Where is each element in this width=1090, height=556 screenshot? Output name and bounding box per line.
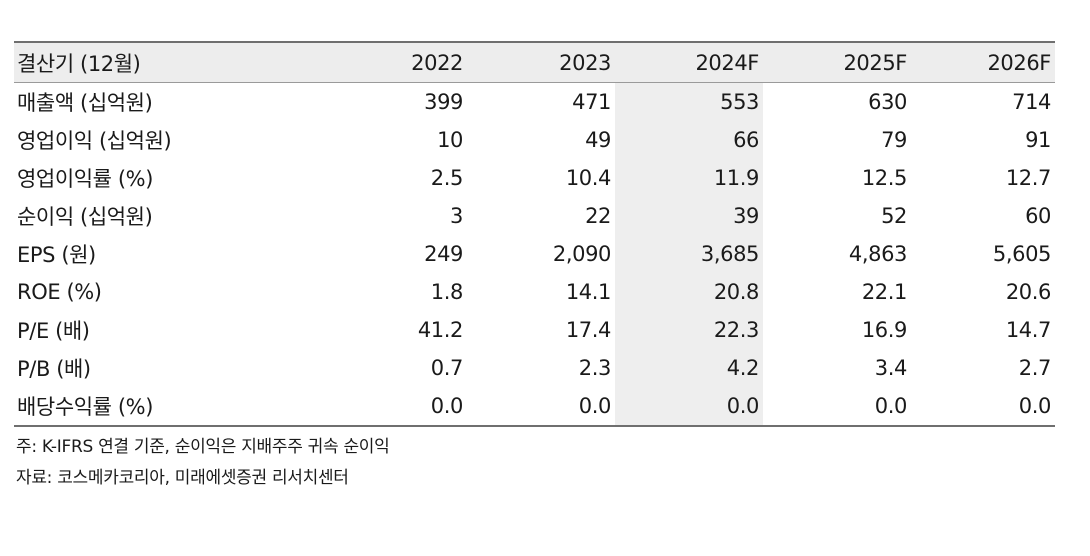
table-row: 순이익 (십억원) 3 22 39 52 60 bbox=[14, 197, 1055, 235]
table-cell: 0.7 bbox=[430, 356, 464, 380]
table-cell: 2.7 bbox=[1018, 356, 1052, 380]
table-cell: 0.0 bbox=[615, 387, 763, 426]
table-cell: 630 bbox=[868, 90, 907, 114]
table-row: 영업이익 (십억원) 10 49 66 79 91 bbox=[14, 121, 1055, 159]
table-cell: 14.7 bbox=[1005, 318, 1052, 342]
table-cell: 2.3 bbox=[578, 356, 612, 380]
basis-note: 주: K-IFRS 연결 기준, 순이익은 지배주주 귀속 순이익 bbox=[16, 437, 390, 457]
table-cell: 14.1 bbox=[565, 280, 612, 304]
table-cell: 52 bbox=[881, 204, 907, 228]
row-label-revenue: 매출액 (십억원) bbox=[17, 91, 153, 115]
table-cell: 3,685 bbox=[615, 235, 763, 273]
footnotes: 주: K-IFRS 연결 기준, 순이익은 지배주주 귀속 순이익 자료: 코스… bbox=[16, 432, 390, 494]
table-cell: 20.8 bbox=[615, 273, 763, 311]
table-row: ROE (%) 1.8 14.1 20.8 22.1 20.6 bbox=[14, 273, 1055, 311]
table-cell: 10.4 bbox=[565, 166, 612, 190]
table-cell: 0.0 bbox=[430, 394, 464, 418]
table-cell: 3.4 bbox=[874, 356, 908, 380]
table-cell: 4.2 bbox=[615, 349, 763, 387]
header-2026f: 2026F bbox=[987, 50, 1051, 75]
table-cell: 60 bbox=[1025, 204, 1051, 228]
source-note: 자료: 코스메카코리아, 미래에셋증권 리서치센터 bbox=[16, 468, 349, 488]
row-label-pe: P/E (배) bbox=[17, 319, 90, 343]
row-label-roe: ROE (%) bbox=[17, 280, 102, 304]
header-2022: 2022 bbox=[411, 50, 463, 75]
table-cell: 22 bbox=[585, 204, 611, 228]
table-cell: 39 bbox=[615, 197, 763, 235]
table-cell: 249 bbox=[424, 242, 463, 266]
table-cell: 66 bbox=[615, 121, 763, 159]
table-cell: 16.9 bbox=[861, 318, 908, 342]
table-cell: 0.0 bbox=[578, 394, 612, 418]
table-row: 매출액 (십억원) 399 471 553 630 714 bbox=[14, 82, 1055, 121]
table-cell: 22.3 bbox=[615, 311, 763, 349]
header-2023: 2023 bbox=[559, 50, 611, 75]
table-cell: 5,605 bbox=[992, 242, 1052, 266]
table-header: 결산기 (12월) 2022 2023 2024F 2025F 2026F bbox=[14, 42, 1055, 83]
table-cell: 399 bbox=[424, 90, 463, 114]
row-label-pb: P/B (배) bbox=[17, 357, 91, 381]
table-row: P/B (배) 0.7 2.3 4.2 3.4 2.7 bbox=[14, 349, 1055, 387]
table-row: 배당수익률 (%) 0.0 0.0 0.0 0.0 0.0 bbox=[14, 387, 1055, 426]
row-label-operating-margin: 영업이익률 (%) bbox=[17, 167, 154, 191]
financial-summary-table-container: 결산기 (12월) 2022 2023 2024F 2025F 2026F 매출… bbox=[14, 41, 1055, 427]
row-label-net-income: 순이익 (십억원) bbox=[17, 205, 153, 229]
table-cell: 49 bbox=[585, 128, 611, 152]
table-cell: 20.6 bbox=[1005, 280, 1052, 304]
financial-summary-table: 결산기 (12월) 2022 2023 2024F 2025F 2026F 매출… bbox=[14, 41, 1055, 427]
table-cell: 4,863 bbox=[848, 242, 908, 266]
table-cell: 471 bbox=[572, 90, 611, 114]
header-2025f: 2025F bbox=[843, 50, 907, 75]
table-cell: 553 bbox=[615, 82, 763, 121]
table-cell: 41.2 bbox=[417, 318, 464, 342]
header-2024f: 2024F bbox=[695, 50, 759, 75]
table-cell: 12.7 bbox=[1005, 166, 1052, 190]
table-cell: 714 bbox=[1012, 90, 1051, 114]
row-label-dividend-yield: 배당수익률 (%) bbox=[17, 395, 154, 419]
table-cell: 17.4 bbox=[565, 318, 612, 342]
table-cell: 79 bbox=[881, 128, 907, 152]
row-label-eps: EPS (원) bbox=[17, 243, 96, 267]
header-fiscal-year: 결산기 (12월) bbox=[17, 51, 141, 76]
table-cell: 0.0 bbox=[1018, 394, 1052, 418]
table-cell: 12.5 bbox=[861, 166, 908, 190]
table-cell: 11.9 bbox=[615, 159, 763, 197]
table-cell: 22.1 bbox=[861, 280, 908, 304]
table-row: EPS (원) 249 2,090 3,685 4,863 5,605 bbox=[14, 235, 1055, 273]
table-cell: 1.8 bbox=[430, 280, 464, 304]
header-row: 결산기 (12월) 2022 2023 2024F 2025F 2026F bbox=[14, 42, 1055, 83]
table-cell: 91 bbox=[1025, 128, 1051, 152]
table-cell: 2,090 bbox=[552, 242, 612, 266]
table-body: 매출액 (십억원) 399 471 553 630 714 영업이익 (십억원)… bbox=[14, 82, 1055, 426]
row-label-operating-profit: 영업이익 (십억원) bbox=[17, 129, 172, 153]
table-cell: 10 bbox=[437, 128, 463, 152]
table-cell: 0.0 bbox=[874, 394, 908, 418]
table-cell: 3 bbox=[450, 204, 463, 228]
table-cell: 2.5 bbox=[430, 166, 464, 190]
table-row: P/E (배) 41.2 17.4 22.3 16.9 14.7 bbox=[14, 311, 1055, 349]
table-row: 영업이익률 (%) 2.5 10.4 11.9 12.5 12.7 bbox=[14, 159, 1055, 197]
